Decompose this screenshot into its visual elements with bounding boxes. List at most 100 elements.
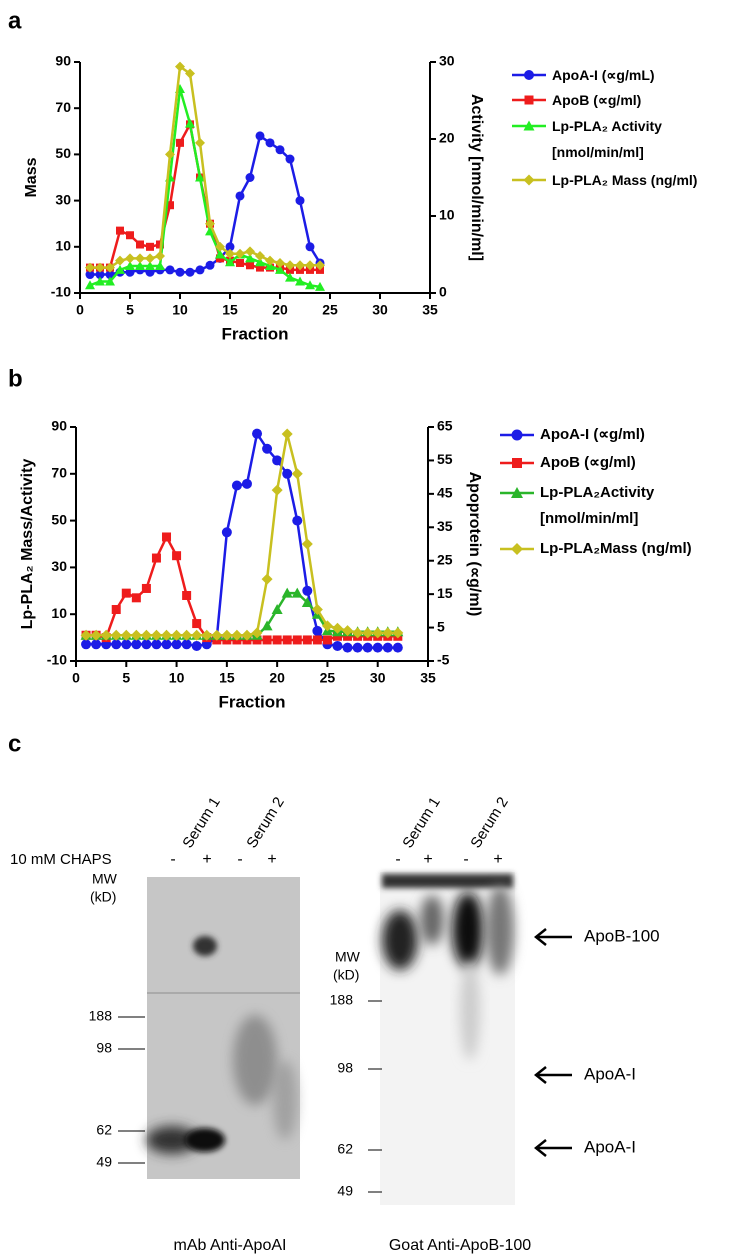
treatment-sign: - bbox=[395, 851, 400, 868]
marker bbox=[150, 629, 162, 641]
x-tick-label: 25 bbox=[320, 670, 336, 686]
marker bbox=[392, 642, 403, 653]
mw-marker: 98 bbox=[96, 1040, 112, 1056]
marker bbox=[382, 642, 393, 653]
marker bbox=[245, 173, 255, 182]
x-tick-label: 20 bbox=[269, 670, 285, 686]
marker bbox=[272, 635, 282, 645]
y2-tick-label: 30 bbox=[439, 53, 455, 69]
treatment-sign: + bbox=[423, 851, 432, 868]
marker bbox=[191, 629, 203, 641]
y2-tick-label: -5 bbox=[437, 652, 450, 668]
panel-label: c bbox=[8, 730, 21, 757]
marker bbox=[362, 627, 374, 639]
marker bbox=[305, 260, 315, 271]
y-tick-label: 10 bbox=[55, 238, 71, 254]
marker bbox=[255, 251, 265, 262]
marker bbox=[252, 635, 262, 645]
x-axis-title: Fraction bbox=[218, 692, 285, 711]
marker bbox=[511, 429, 523, 441]
mw-marker: 49 bbox=[337, 1183, 353, 1199]
x-tick-label: 15 bbox=[219, 670, 235, 686]
marker bbox=[331, 622, 343, 634]
marker bbox=[175, 267, 185, 277]
marker bbox=[281, 428, 293, 440]
y-tick-label: 30 bbox=[55, 191, 71, 207]
marker bbox=[362, 642, 373, 653]
marker bbox=[95, 270, 105, 280]
marker bbox=[85, 262, 95, 273]
marker bbox=[261, 573, 273, 585]
marker bbox=[135, 261, 145, 271]
marker bbox=[192, 619, 202, 629]
marker bbox=[241, 478, 252, 489]
y-axis-title: Lp-PLA₂ Mass/Activity bbox=[19, 459, 36, 630]
legend-label: Lp-PLA₂ Activity [nmol/min/ml] bbox=[552, 118, 662, 160]
x-tick-label: 30 bbox=[370, 670, 386, 686]
marker bbox=[171, 639, 182, 650]
treatment-sign: + bbox=[493, 851, 502, 868]
y2-axis-title: Activity [nmol/min/ml] bbox=[468, 94, 485, 261]
y2-tick-label: 10 bbox=[439, 207, 455, 223]
marker bbox=[85, 270, 95, 280]
marker bbox=[271, 484, 283, 496]
marker bbox=[305, 242, 315, 252]
marker bbox=[116, 226, 124, 235]
x-tick-label: 25 bbox=[322, 302, 338, 318]
marker bbox=[185, 267, 195, 277]
x-tick-label: 0 bbox=[76, 302, 84, 318]
marker bbox=[392, 627, 404, 639]
y2-tick-label: 25 bbox=[437, 551, 453, 567]
band-label: ApoA-I bbox=[584, 1064, 636, 1083]
y2-tick-label: 55 bbox=[437, 451, 453, 467]
marker bbox=[111, 605, 121, 615]
marker bbox=[523, 174, 535, 186]
y2-axis-title: Apoprotein (∝g/ml) bbox=[466, 472, 483, 617]
x-tick-label: 5 bbox=[122, 670, 130, 686]
marker bbox=[301, 597, 313, 607]
x-tick-label: 15 bbox=[222, 302, 238, 318]
mw-marker: 98 bbox=[337, 1060, 353, 1076]
marker bbox=[311, 604, 323, 616]
marker bbox=[121, 639, 132, 650]
marker bbox=[252, 428, 263, 439]
marker bbox=[105, 276, 115, 286]
marker bbox=[275, 257, 285, 268]
marker bbox=[275, 145, 285, 155]
marker bbox=[146, 242, 154, 251]
marker bbox=[145, 261, 155, 271]
marker bbox=[166, 201, 174, 210]
marker bbox=[262, 635, 272, 645]
panel-label: a bbox=[8, 7, 22, 34]
marker bbox=[135, 253, 145, 264]
x-tick-label: 0 bbox=[72, 670, 80, 686]
legend-entry: ApoB (∝g/ml) bbox=[540, 454, 636, 471]
series-line bbox=[86, 534, 398, 642]
y2-tick-label: 0 bbox=[439, 284, 447, 300]
marker bbox=[130, 629, 142, 641]
treatment-sign: - bbox=[237, 851, 242, 868]
marker bbox=[231, 629, 243, 641]
legend-label: ApoB (∝g/ml) bbox=[552, 92, 642, 108]
marker bbox=[295, 260, 305, 271]
marker bbox=[215, 249, 225, 259]
blot-caption: mAb Anti-ApoAI bbox=[174, 1237, 287, 1254]
band-arrowhead bbox=[533, 1066, 547, 1084]
marker bbox=[110, 629, 122, 641]
marker bbox=[246, 261, 254, 270]
marker bbox=[352, 627, 364, 639]
marker bbox=[91, 639, 102, 650]
marker bbox=[215, 241, 225, 252]
y-tick-label: 50 bbox=[51, 511, 67, 527]
y-tick-label: 30 bbox=[51, 558, 67, 574]
marker bbox=[235, 248, 245, 259]
marker bbox=[126, 231, 134, 240]
marker bbox=[95, 262, 105, 273]
marker bbox=[161, 639, 172, 650]
marker bbox=[125, 253, 135, 264]
legend-entry: Lp-PLA₂ Mass (ng/ml) bbox=[552, 172, 697, 188]
y2-tick-label: 5 bbox=[437, 618, 445, 634]
y2-tick-label: 65 bbox=[437, 418, 453, 434]
legend-label: ApoA-I (∝g/mL) bbox=[552, 67, 655, 83]
